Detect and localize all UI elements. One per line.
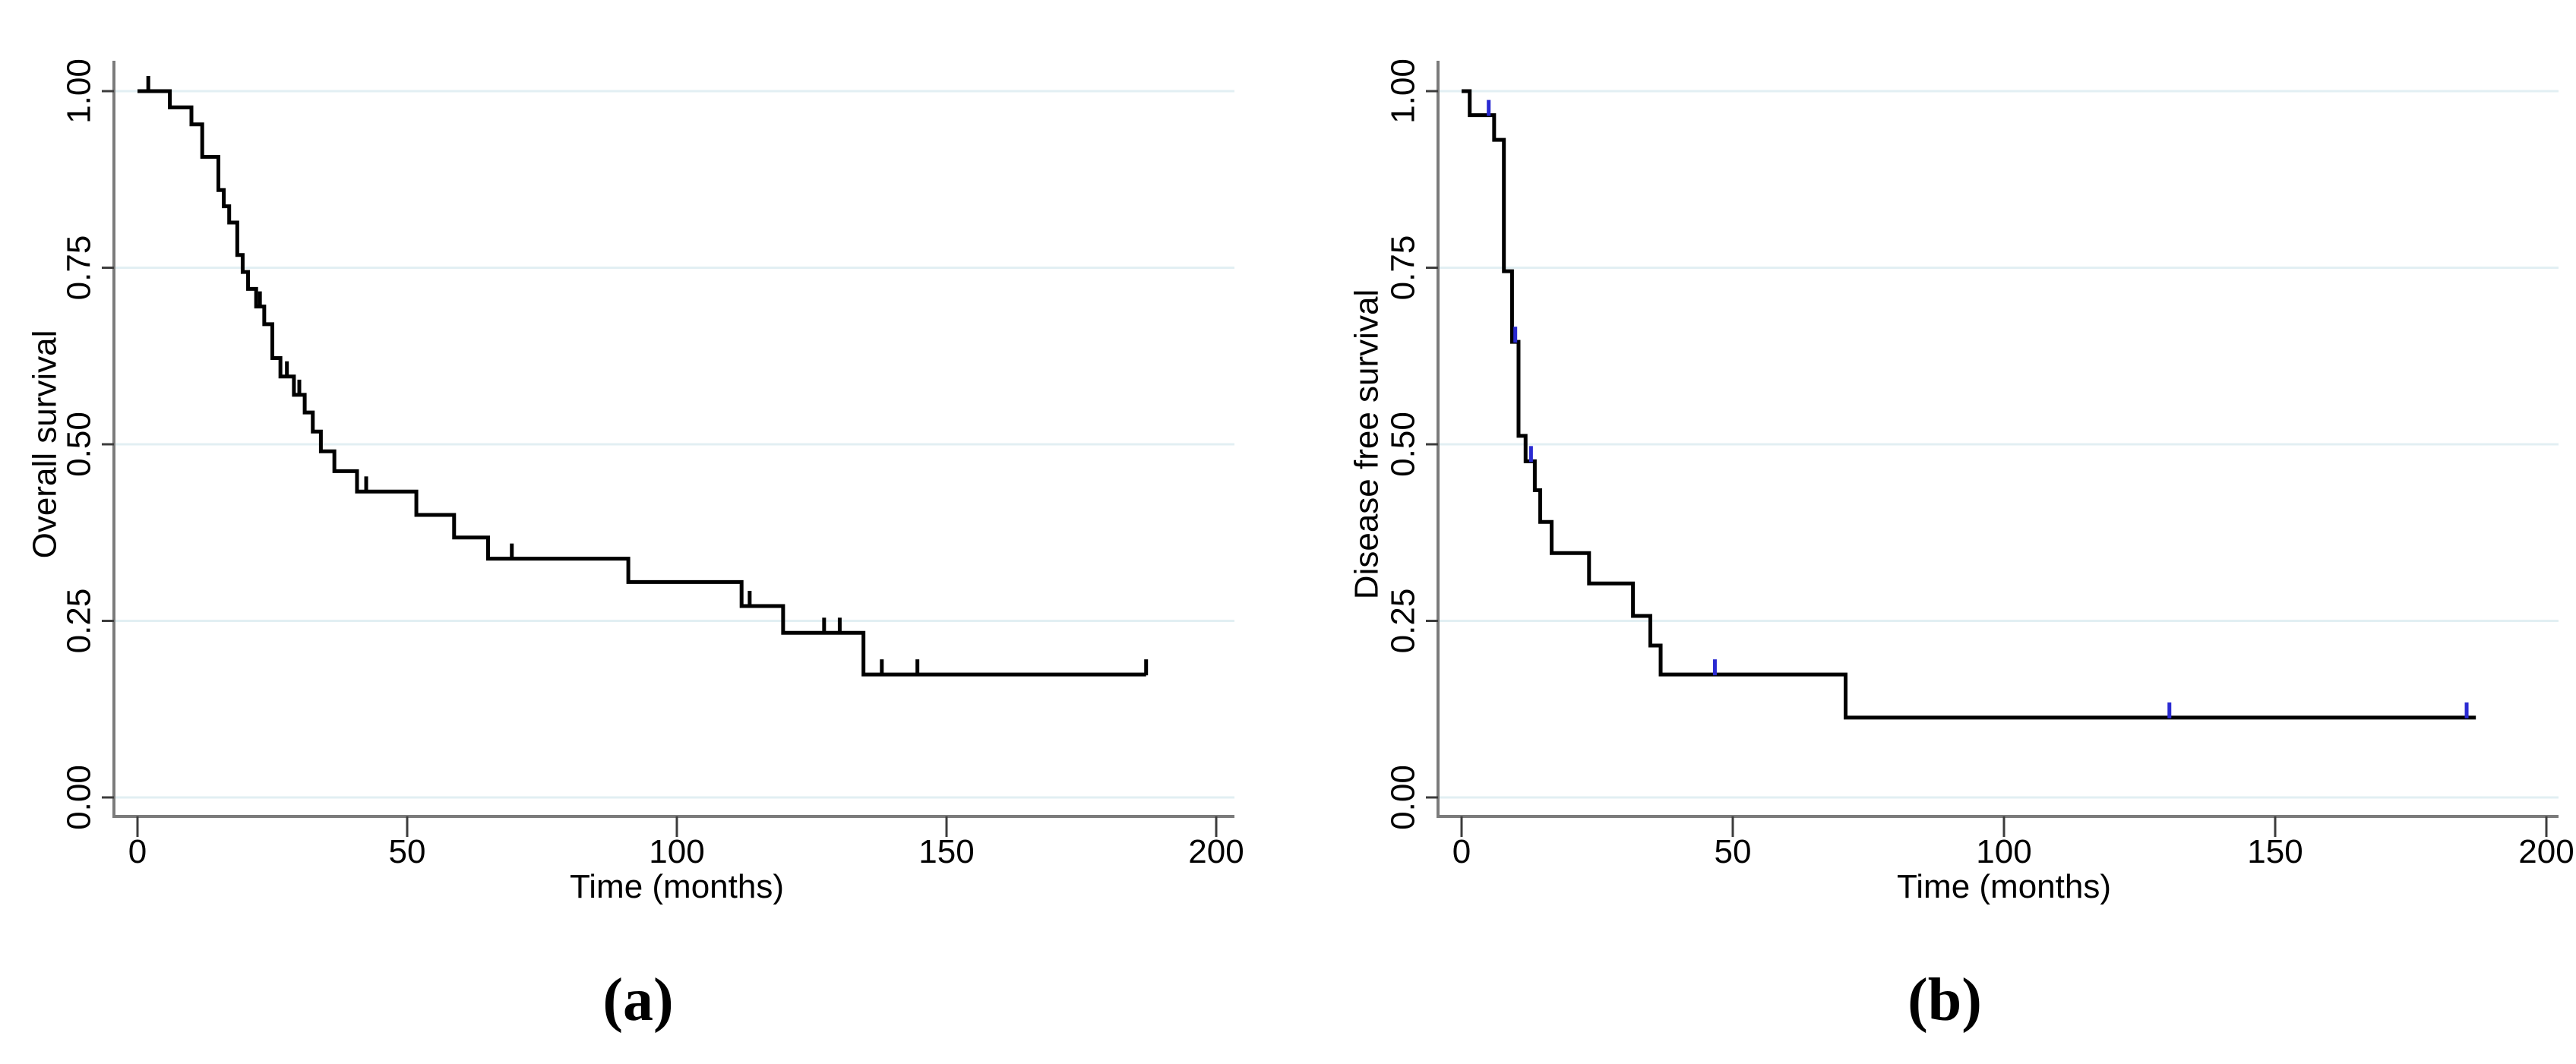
x-tick-label: 50	[1715, 833, 1752, 870]
gridlines-b	[1438, 90, 2559, 799]
y-tick-label: 0.75	[1384, 235, 1421, 301]
x-tick-label: 100	[649, 833, 704, 870]
x-tick-label: 0	[1452, 833, 1471, 870]
x-tick-label: 150	[2247, 833, 2303, 870]
panel-b-group: 0.00 0.25 0.50 0.75 1.00 0 50 100 150 200 Disease …	[1348, 58, 2574, 905]
y-axis-title-b: Disease free survival	[1348, 289, 1385, 599]
x-ticks-b: 0 50 100 150 200	[1452, 816, 2574, 870]
y-tick-label: 0.50	[60, 412, 97, 477]
y-tick-label: 0.25	[60, 589, 97, 654]
km-curve-b	[1462, 89, 2476, 720]
y-tick-label: 1.00	[60, 58, 97, 124]
y-tick-label: 0.75	[60, 235, 97, 301]
y-ticks-b: 0.00 0.25 0.50 0.75 1.00	[1384, 58, 1438, 830]
y-tick-label: 0.50	[1384, 412, 1421, 477]
x-tick-label: 50	[389, 833, 426, 870]
censor-ticks-a	[146, 76, 1149, 676]
x-axis-title-a: Time (months)	[570, 868, 784, 905]
panel-a-caption: (a)	[602, 967, 674, 1034]
panel-a-group: 0.00 0.25 0.50 0.75 1.00 0 50 100 150 200 Overall …	[26, 58, 1244, 905]
panel-b-caption: (b)	[1908, 967, 1982, 1034]
y-tick-label: 0.25	[1384, 589, 1421, 654]
x-tick-label: 100	[1976, 833, 2031, 870]
censor-ticks-b	[1487, 99, 2469, 718]
x-tick-label: 200	[1188, 833, 1244, 870]
km-curve-a	[137, 89, 1146, 677]
x-tick-label: 150	[918, 833, 974, 870]
x-axis-title-b: Time (months)	[1897, 868, 2111, 905]
gridlines-a	[114, 90, 1234, 799]
y-axis-title-a: Overall survival	[26, 330, 63, 559]
y-tick-label: 1.00	[1384, 58, 1421, 124]
y-tick-label: 0.00	[60, 765, 97, 830]
x-tick-label: 0	[128, 833, 147, 870]
y-tick-label: 0.00	[1384, 765, 1421, 830]
x-tick-label: 200	[2518, 833, 2574, 870]
y-ticks-a: 0.00 0.25 0.50 0.75 1.00	[60, 58, 114, 830]
x-ticks-a: 0 50 100 150 200	[128, 816, 1244, 870]
